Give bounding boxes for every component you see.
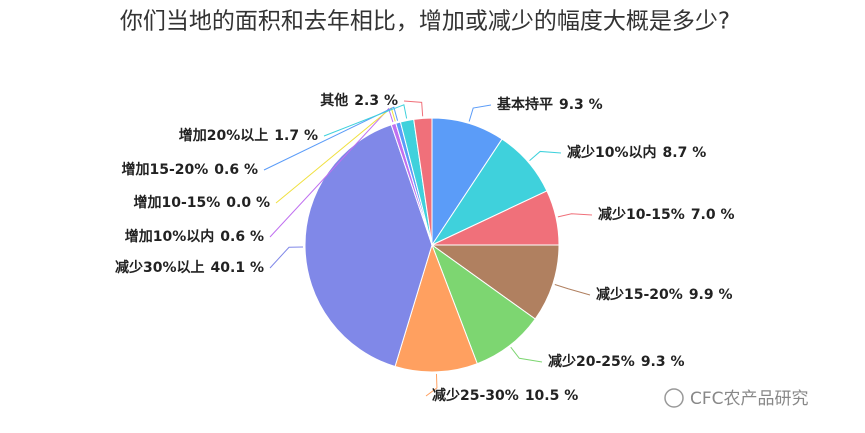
slice-value: 9.9 % xyxy=(689,287,733,303)
slice-label: 增加10-15% 0.0 % xyxy=(133,194,270,211)
leader-line xyxy=(323,104,408,137)
slice-label: 减少30%以上 40.1 % xyxy=(115,259,264,276)
leader-line xyxy=(529,150,562,161)
watermark-text: CFC农产品研究 xyxy=(690,389,809,409)
slice-label: 增加20%以上 1.7 % xyxy=(179,127,318,144)
slice-label: 减少10%以内 8.7 % xyxy=(567,144,706,161)
slice-category: 减少20-25% xyxy=(548,353,635,370)
slice-value: 7.0 % xyxy=(691,207,735,223)
slice-label: 减少20-25% 9.3 % xyxy=(548,353,685,370)
slice-value: 2.3 % xyxy=(354,93,398,109)
leader-line xyxy=(269,246,304,269)
slice-value: 9.3 % xyxy=(559,97,603,113)
slice-value: 10.5 % xyxy=(525,388,578,404)
slice-label: 增加15-20% 0.6 % xyxy=(121,161,258,178)
slice-value: 40.1 % xyxy=(211,260,264,276)
slice-value: 1.7 % xyxy=(274,128,318,144)
slice-category: 增加10-15% xyxy=(133,194,220,211)
slice-category: 减少25-30% xyxy=(432,387,519,404)
leader-line xyxy=(269,107,394,238)
slice-label: 其他 2.3 % xyxy=(320,92,398,109)
leader-line xyxy=(557,213,593,218)
slice-category: 减少10%以内 xyxy=(567,144,657,161)
slice-value: 0.6 % xyxy=(220,229,264,245)
slice-category: 减少10-15% xyxy=(598,206,685,223)
slice-label: 增加10%以内 0.6 % xyxy=(125,228,264,245)
slice-category: 增加15-20% xyxy=(121,161,208,178)
slice-label: 减少15-20% 9.9 % xyxy=(596,286,733,303)
slice-label: 减少25-30% 10.5 % xyxy=(432,387,578,404)
leader-line xyxy=(554,284,591,296)
watermark: CFC农产品研究 xyxy=(664,388,809,409)
slice-value: 9.3 % xyxy=(641,354,685,370)
slice-label: 减少10-15% 7.0 % xyxy=(598,206,735,223)
slice-value: 0.0 % xyxy=(226,195,270,211)
pie-slice xyxy=(394,243,478,373)
slice-category: 增加10%以内 xyxy=(125,228,215,245)
slice-category: 减少15-20% xyxy=(596,286,683,303)
leader-line xyxy=(510,346,543,363)
leader-line xyxy=(403,100,424,117)
slice-category: 减少30%以上 xyxy=(115,259,205,276)
pie-slice xyxy=(304,124,433,368)
slice-category: 其他 xyxy=(320,92,348,109)
slice-category: 增加20%以上 xyxy=(179,127,269,144)
pie-slice xyxy=(413,117,433,246)
pie-slice xyxy=(430,244,560,320)
slice-label: 基本持平 9.3 % xyxy=(497,96,603,113)
leader-line xyxy=(468,104,492,122)
watermark-icon xyxy=(664,388,684,408)
slice-category: 基本持平 xyxy=(497,96,553,113)
leader-line xyxy=(263,106,399,171)
slice-value: 0.6 % xyxy=(214,162,258,178)
chart-title: 你们当地的面积和去年相比，增加或减少的幅度大概是多少? xyxy=(120,9,730,35)
slice-value: 8.7 % xyxy=(663,145,707,161)
leader-line xyxy=(425,373,438,397)
